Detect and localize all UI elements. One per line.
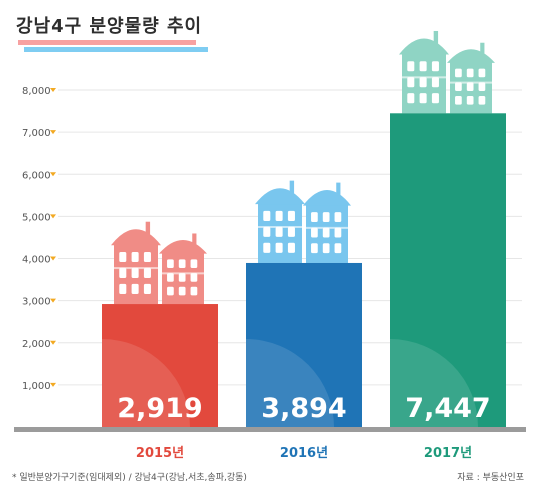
category-label-2016: 2016년 — [280, 446, 328, 461]
y-tick-marker — [50, 130, 56, 135]
y-tick-label: 6,000 — [22, 170, 51, 181]
y-tick-label: 5,000 — [22, 212, 51, 223]
house-icon — [399, 30, 449, 114]
source-label: 자료 : 부동산인포 — [457, 473, 524, 483]
house-icon — [255, 180, 305, 263]
category-label-2017: 2017년 — [424, 446, 472, 461]
y-tick-marker — [50, 214, 56, 219]
bar-2017 — [390, 113, 506, 427]
y-tick-marker — [50, 88, 56, 92]
y-tick-marker — [50, 340, 56, 345]
bar-highlight — [246, 339, 334, 427]
title-underline-blue — [24, 47, 208, 52]
value-label-2015: 2,919 — [117, 393, 202, 424]
footnote: * 일반분양가구기준(임대제외) / 강남4구(강남,서초,송파,강동) — [12, 473, 247, 483]
title-underline-pink — [18, 40, 196, 45]
bar-2016 — [246, 262, 362, 427]
y-tick-marker — [50, 298, 56, 303]
y-tick-label: 2,000 — [22, 339, 51, 350]
category-label-2015: 2015년 — [136, 446, 184, 461]
y-tick-label: 4,000 — [22, 255, 51, 266]
y-tick-marker — [50, 256, 56, 261]
x-axis-baseline — [14, 427, 526, 432]
chart-title: 강남4구 분양물량 추이 — [16, 16, 203, 37]
y-tick-label: 1,000 — [22, 381, 51, 392]
y-tick-label: 3,000 — [22, 297, 51, 308]
y-tick-marker — [50, 382, 56, 387]
value-label-2016: 3,894 — [261, 393, 346, 424]
house-icon — [447, 42, 495, 114]
bar-2015 — [102, 304, 218, 427]
house-icon — [111, 221, 161, 305]
house-icon — [159, 233, 207, 305]
bar-highlight — [102, 339, 190, 427]
house-icon — [303, 182, 351, 263]
value-label-2017: 7,447 — [405, 393, 490, 424]
bar-highlight — [390, 339, 478, 427]
y-tick-label: 8,000 — [22, 86, 51, 97]
y-tick-label: 7,000 — [22, 128, 51, 139]
y-tick-marker — [50, 172, 56, 177]
